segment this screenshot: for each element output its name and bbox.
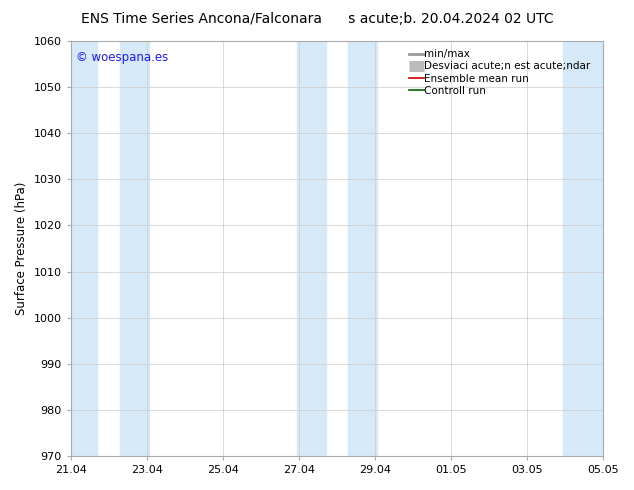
Legend: min/max, Desviaci acute;n est acute;ndar, Ensemble mean run, Controll run: min/max, Desviaci acute;n est acute;ndar… (406, 46, 598, 99)
Y-axis label: Surface Pressure (hPa): Surface Pressure (hPa) (15, 182, 28, 315)
Bar (120, 41, 149, 456)
Bar (348, 41, 377, 456)
Bar (297, 41, 325, 456)
Bar (69, 41, 98, 456)
Text: ENS Time Series Ancona/Falconara      s acute;b. 20.04.2024 02 UTC: ENS Time Series Ancona/Falconara s acute… (81, 12, 553, 26)
Text: © woespana.es: © woespana.es (76, 51, 168, 64)
Bar (576, 41, 605, 456)
Bar (563, 41, 592, 456)
